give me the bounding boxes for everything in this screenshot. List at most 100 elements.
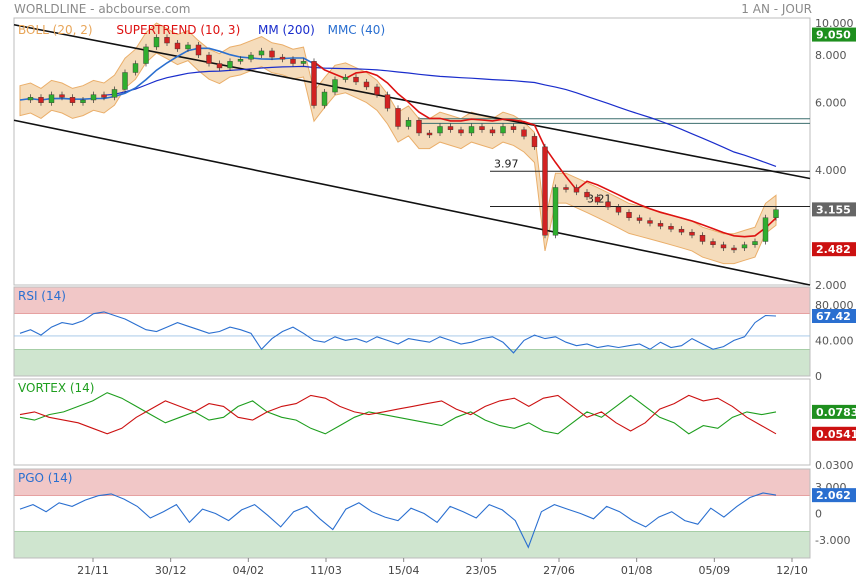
xtick-label-9: 12/10 [776, 564, 808, 577]
candle-52 [563, 187, 569, 190]
price-badge-2: 2.482 [816, 243, 851, 256]
candle-5 [69, 97, 76, 103]
vortex-ytick-0: 0.0300 [815, 459, 854, 472]
vortex-series-1 [19, 394, 777, 435]
vortex-badge-1-bg [812, 426, 856, 441]
price-badge-1: 3.155 [816, 203, 851, 216]
price-badge-1-bg [812, 202, 856, 217]
candle-40 [437, 126, 443, 134]
candle-22 [248, 54, 254, 60]
candle-24 [269, 50, 275, 58]
candle-43 [468, 126, 475, 134]
price-ytick-0: 10.000 [815, 17, 854, 30]
rsi-series-0 [19, 311, 777, 354]
candle-31 [342, 76, 349, 80]
candle-37 [405, 120, 412, 127]
xtick-label-2: 04/02 [232, 564, 264, 577]
trend-line-1 [13, 119, 811, 286]
candle-68 [731, 247, 737, 251]
candle-54 [584, 191, 590, 198]
candle-10 [122, 72, 128, 90]
price-badge-0-bg [812, 27, 856, 42]
xtick-label-8: 05/09 [698, 564, 730, 577]
price-indicator-label-2: MM (200) [258, 23, 315, 37]
candle-21 [237, 59, 244, 62]
candle-7 [90, 94, 97, 101]
candle-59 [636, 217, 643, 221]
level-label-0: 3.97 [494, 157, 519, 170]
candle-42 [458, 129, 464, 134]
candle-3 [48, 94, 55, 103]
candle-27 [300, 61, 307, 64]
candle-53 [573, 187, 580, 193]
candle-44 [479, 126, 485, 130]
xtick-label-0: 21/11 [77, 564, 109, 577]
candle-16 [185, 44, 191, 50]
candle-47 [510, 126, 517, 130]
chart-title: WORLDLINE - abcbourse.com [14, 2, 190, 16]
candle-48 [521, 129, 527, 137]
price-ytick-2: 6.000 [815, 97, 847, 110]
candle-18 [206, 54, 212, 64]
vortex-badge-0: 0.0783 [816, 406, 858, 419]
candle-29 [321, 91, 328, 106]
candle-11 [132, 63, 139, 73]
rsi-indicator-label: RSI (14) [18, 289, 66, 303]
candle-36 [395, 108, 401, 127]
bollinger-band [19, 22, 777, 265]
candle-71 [762, 217, 769, 242]
price-indicator-label-1: SUPERTREND (10, 3) [116, 23, 240, 37]
rsi-ytick-0: 80.000 [815, 299, 854, 312]
pgo-badge-0-bg [812, 488, 856, 503]
price-ytick-3: 4.000 [815, 164, 847, 177]
vortex-panel-frame [13, 378, 811, 466]
mm-200-line [103, 65, 777, 167]
chart-period: 1 AN - JOUR [741, 2, 812, 16]
price-indicator-label-3: MMC (40) [328, 23, 386, 37]
rsi-badge-0-bg [812, 308, 856, 323]
candle-13 [153, 37, 160, 48]
candle-72 [773, 209, 779, 218]
candle-25 [279, 56, 286, 60]
rsi-panel-frame [13, 286, 811, 377]
candle-56 [605, 201, 611, 208]
vortex-series-0 [19, 392, 777, 435]
price-indicator-label-0: BOLL (20, 2) [18, 23, 93, 37]
candle-34 [374, 86, 380, 95]
pgo-zone-1 [13, 530, 811, 559]
candle-65 [699, 235, 706, 242]
candle-14 [164, 37, 170, 44]
candle-45 [489, 129, 496, 134]
xtick-label-1: 30/12 [155, 564, 187, 577]
xtick-label-7: 01/08 [621, 564, 653, 577]
price-badge-0: 9.050 [816, 29, 851, 42]
candle-61 [657, 223, 664, 227]
candle-58 [626, 212, 632, 218]
candle-39 [426, 132, 433, 136]
price-panel-frame [13, 17, 811, 286]
candle-62 [668, 226, 674, 230]
rsi-zone-0 [13, 286, 811, 315]
candle-60 [647, 220, 653, 224]
candle-51 [552, 187, 559, 236]
candle-50 [542, 146, 548, 236]
candle-57 [615, 206, 622, 213]
candle-6 [80, 99, 86, 103]
vortex-badge-1: 0.0541 [816, 428, 858, 441]
candle-20 [227, 61, 233, 69]
candle-30 [332, 79, 338, 93]
candle-70 [752, 241, 758, 245]
candle-63 [678, 228, 685, 233]
price-badge-2-bg [812, 242, 856, 257]
xtick-label-3: 11/03 [310, 564, 342, 577]
trend-line-0 [13, 23, 811, 180]
xtick-label-6: 27/06 [543, 564, 575, 577]
xtick-label-4: 15/04 [388, 564, 420, 577]
rsi-ytick-1: 40.000 [815, 334, 854, 347]
candle-4 [59, 94, 65, 98]
candle-55 [594, 196, 601, 203]
vortex-badge-0-bg [812, 404, 856, 419]
vortex-indicator-label: VORTEX (14) [18, 381, 95, 395]
candle-17 [195, 44, 202, 56]
